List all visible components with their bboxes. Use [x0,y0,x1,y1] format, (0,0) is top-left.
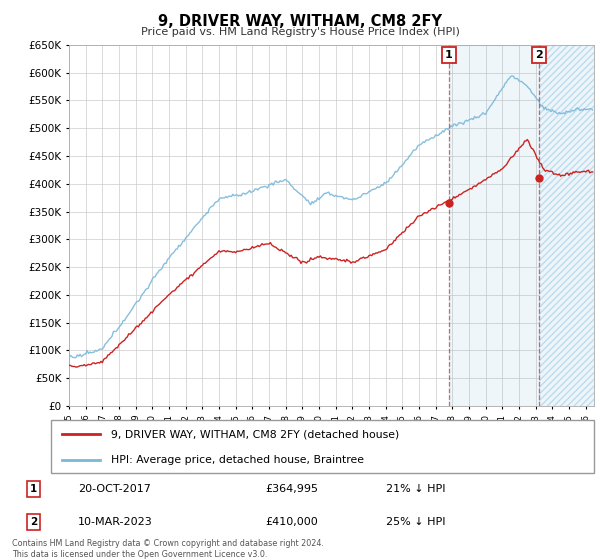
Text: HPI: Average price, detached house, Braintree: HPI: Average price, detached house, Brai… [111,455,364,465]
Text: 2: 2 [30,517,38,527]
Text: 25% ↓ HPI: 25% ↓ HPI [386,517,446,527]
Text: Price paid vs. HM Land Registry's House Price Index (HPI): Price paid vs. HM Land Registry's House … [140,27,460,37]
Text: 9, DRIVER WAY, WITHAM, CM8 2FY (detached house): 9, DRIVER WAY, WITHAM, CM8 2FY (detached… [111,430,399,440]
Text: 1: 1 [445,50,453,60]
Text: 20-OCT-2017: 20-OCT-2017 [78,484,151,494]
Text: 10-MAR-2023: 10-MAR-2023 [78,517,153,527]
Text: 2: 2 [535,50,543,60]
Text: £364,995: £364,995 [265,484,319,494]
Text: £410,000: £410,000 [265,517,318,527]
Text: Contains HM Land Registry data © Crown copyright and database right 2024.
This d: Contains HM Land Registry data © Crown c… [12,539,324,559]
Bar [539,45,594,406]
Text: 9, DRIVER WAY, WITHAM, CM8 2FY: 9, DRIVER WAY, WITHAM, CM8 2FY [158,14,442,29]
Bar [539,45,594,406]
Bar [449,45,539,406]
Text: 21% ↓ HPI: 21% ↓ HPI [386,484,446,494]
Text: 1: 1 [30,484,38,494]
